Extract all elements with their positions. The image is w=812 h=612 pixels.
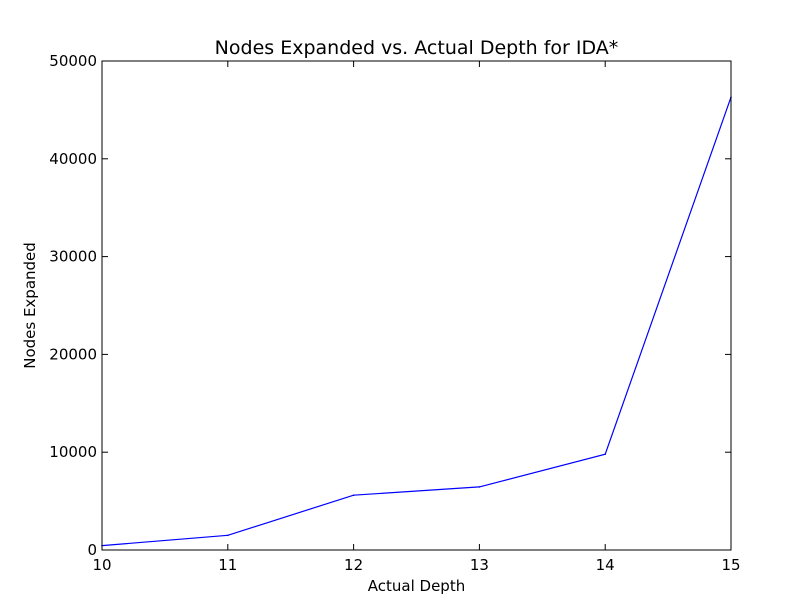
- y-axis-ticks: 0 10000 20000 30000 40000 50000: [49, 52, 731, 559]
- y-tick-label: 40000: [49, 150, 97, 168]
- y-axis-label: Nodes Expanded: [21, 242, 39, 369]
- y-tick-label: 30000: [49, 248, 97, 266]
- x-axis-ticks: 10 11 12 13 14 15: [92, 61, 741, 574]
- y-tick-label: 0: [87, 541, 97, 559]
- x-tick-label: 10: [92, 556, 111, 574]
- data-point: [604, 453, 606, 455]
- x-tick-label: 14: [596, 556, 615, 574]
- chart-title: Nodes Expanded vs. Actual Depth for IDA*: [215, 37, 619, 59]
- data-point: [478, 486, 481, 488]
- x-tick-label: 12: [344, 556, 363, 574]
- y-tick-label: 20000: [49, 345, 97, 363]
- x-tick-label: 11: [218, 556, 237, 574]
- data-point: [352, 494, 355, 497]
- series-line: [101, 97, 732, 547]
- x-tick-label: 13: [470, 556, 489, 574]
- x-tick-label: 15: [721, 556, 740, 574]
- plot-frame: [101, 60, 732, 551]
- y-tick-label: 10000: [49, 443, 97, 461]
- y-tick-label: 50000: [49, 52, 97, 70]
- x-axis-label: Actual Depth: [368, 577, 465, 595]
- data-point: [227, 534, 229, 537]
